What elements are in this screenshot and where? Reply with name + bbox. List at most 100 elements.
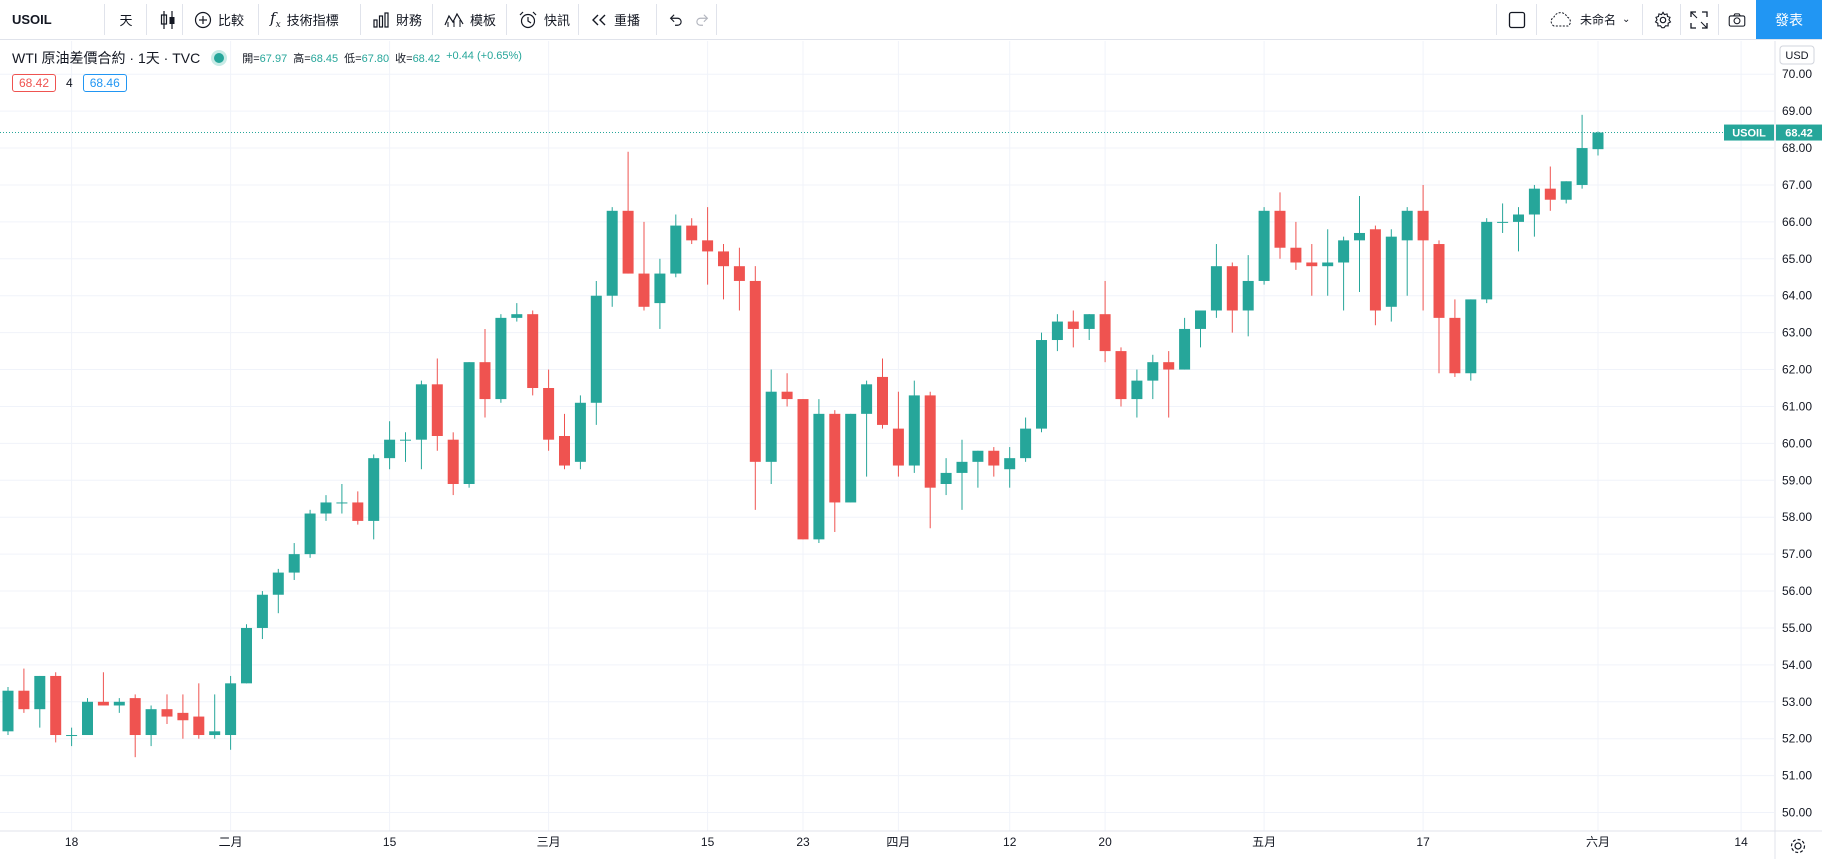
candle[interactable] bbox=[559, 413, 570, 470]
candle[interactable] bbox=[892, 391, 904, 477]
candle[interactable] bbox=[18, 668, 30, 713]
candle[interactable] bbox=[145, 705, 157, 747]
candle[interactable] bbox=[352, 491, 364, 525]
candle[interactable] bbox=[320, 495, 332, 521]
candle[interactable] bbox=[336, 483, 348, 514]
bid-button[interactable]: 68.42 bbox=[12, 74, 57, 92]
candle[interactable] bbox=[1465, 299, 1477, 381]
candle[interactable] bbox=[66, 727, 78, 747]
candle[interactable] bbox=[225, 675, 237, 750]
candle[interactable] bbox=[82, 698, 93, 736]
candle[interactable] bbox=[272, 568, 284, 614]
candle[interactable] bbox=[1258, 207, 1270, 285]
candle[interactable] bbox=[479, 328, 491, 418]
candle[interactable] bbox=[1210, 244, 1222, 318]
candle[interactable] bbox=[606, 207, 618, 307]
templates-button[interactable]: 模板 bbox=[436, 0, 506, 39]
compare-button[interactable]: 比較 bbox=[186, 0, 258, 39]
candle[interactable] bbox=[765, 369, 777, 484]
candle[interactable] bbox=[241, 624, 252, 684]
candle[interactable] bbox=[861, 380, 873, 477]
candle[interactable] bbox=[845, 413, 857, 503]
candle[interactable] bbox=[638, 221, 650, 311]
indicators-button[interactable]: fx 技術指標 bbox=[262, 0, 360, 39]
candle[interactable] bbox=[1433, 240, 1445, 374]
financials-button[interactable]: 財務 bbox=[364, 0, 432, 39]
candle[interactable] bbox=[1195, 310, 1206, 348]
layout-name-button[interactable]: 未命名 ⌄ bbox=[1540, 0, 1642, 39]
candle[interactable] bbox=[304, 509, 316, 558]
candle[interactable] bbox=[733, 247, 745, 311]
candle[interactable] bbox=[1004, 447, 1016, 488]
candle[interactable] bbox=[1051, 314, 1063, 352]
candle[interactable] bbox=[1115, 347, 1127, 407]
candle[interactable] bbox=[972, 450, 984, 488]
candle[interactable] bbox=[924, 391, 936, 529]
candle[interactable] bbox=[1179, 317, 1191, 370]
candle[interactable] bbox=[34, 675, 46, 728]
candle[interactable] bbox=[1306, 244, 1318, 296]
ask-button[interactable]: 68.46 bbox=[82, 74, 127, 92]
settings-button[interactable] bbox=[1646, 0, 1680, 39]
candle[interactable] bbox=[256, 591, 268, 640]
interval-button[interactable]: 天 bbox=[108, 0, 144, 39]
snapshot-button[interactable] bbox=[1720, 0, 1754, 39]
candle[interactable] bbox=[1226, 262, 1238, 333]
candle[interactable] bbox=[1385, 229, 1397, 322]
candle[interactable] bbox=[1067, 310, 1079, 348]
candle[interactable] bbox=[1338, 236, 1350, 311]
alerts-button[interactable]: 快訊 bbox=[510, 0, 578, 39]
candle[interactable] bbox=[463, 362, 475, 488]
candle[interactable] bbox=[447, 432, 459, 496]
candle[interactable] bbox=[129, 694, 141, 758]
candle[interactable] bbox=[1560, 181, 1572, 204]
candle[interactable] bbox=[1242, 255, 1254, 337]
candle[interactable] bbox=[574, 395, 586, 470]
fullscreen-button[interactable] bbox=[1682, 0, 1716, 39]
candle[interactable] bbox=[527, 310, 539, 396]
candle[interactable] bbox=[622, 151, 634, 274]
undo-button[interactable] bbox=[660, 0, 690, 39]
candle[interactable] bbox=[2, 687, 14, 736]
candle[interactable] bbox=[718, 244, 729, 300]
candle[interactable] bbox=[161, 694, 173, 724]
candle[interactable] bbox=[877, 358, 888, 429]
candle[interactable] bbox=[1481, 218, 1493, 304]
candle[interactable] bbox=[1497, 203, 1509, 233]
axis-settings-icon[interactable] bbox=[1790, 838, 1806, 854]
candle[interactable] bbox=[1369, 225, 1381, 326]
candle[interactable] bbox=[1131, 369, 1143, 418]
fullscreen-layout-button[interactable] bbox=[1500, 0, 1534, 39]
candle[interactable] bbox=[368, 454, 380, 540]
candle[interactable] bbox=[1020, 417, 1032, 462]
candle[interactable] bbox=[590, 280, 602, 425]
currency-label[interactable]: USD bbox=[1785, 50, 1808, 62]
candle[interactable] bbox=[908, 380, 920, 473]
candle[interactable] bbox=[702, 207, 714, 285]
candle[interactable] bbox=[1576, 114, 1588, 189]
currency-box[interactable] bbox=[1779, 45, 1815, 65]
candle[interactable] bbox=[813, 399, 825, 544]
candle[interactable] bbox=[415, 380, 427, 470]
candle[interactable] bbox=[686, 218, 698, 245]
candle[interactable] bbox=[1401, 207, 1413, 296]
candle[interactable] bbox=[384, 421, 396, 470]
candle[interactable] bbox=[50, 672, 62, 743]
candle[interactable] bbox=[97, 672, 109, 706]
candle[interactable] bbox=[431, 358, 443, 451]
candle[interactable] bbox=[797, 399, 809, 540]
publish-button[interactable]: 發表 bbox=[1756, 0, 1822, 39]
candle[interactable] bbox=[1036, 332, 1047, 433]
candle[interactable] bbox=[1417, 184, 1429, 311]
candle[interactable] bbox=[1322, 229, 1334, 296]
candle[interactable] bbox=[209, 694, 221, 739]
candle[interactable] bbox=[1274, 192, 1286, 259]
candle[interactable] bbox=[654, 258, 666, 329]
candle[interactable] bbox=[988, 447, 1000, 477]
candle[interactable] bbox=[1513, 207, 1524, 252]
candle[interactable] bbox=[749, 266, 761, 510]
symbol-title[interactable]: WTI 原油差價合約 · 1天 · TVC bbox=[12, 50, 201, 66]
candle[interactable] bbox=[1099, 280, 1111, 363]
market-status-icon[interactable] bbox=[214, 53, 225, 63]
